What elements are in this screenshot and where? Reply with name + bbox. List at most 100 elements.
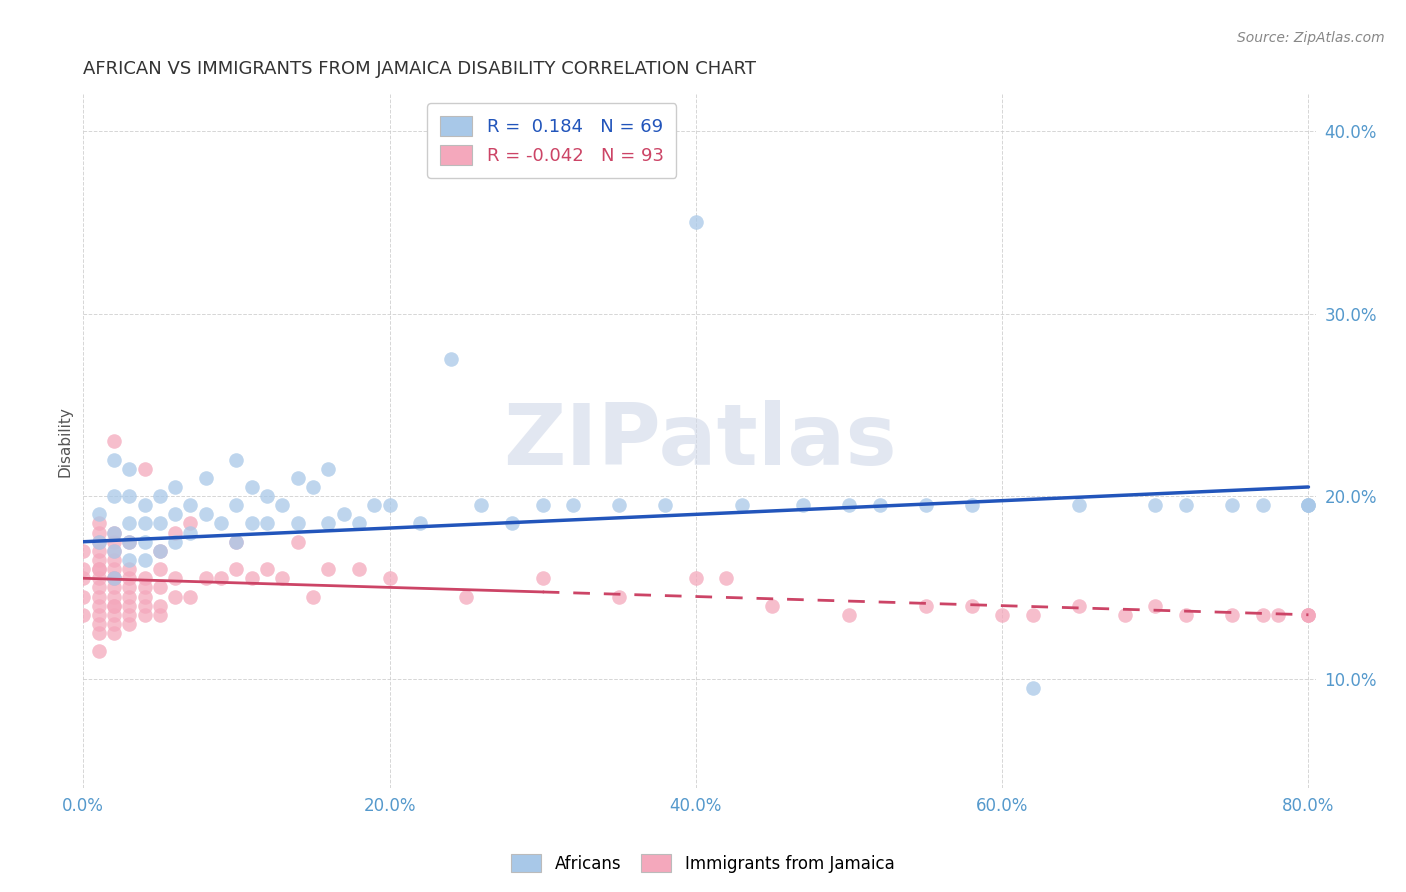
Point — [72, 571, 94, 585]
Text: AFRICAN VS IMMIGRANTS FROM JAMAICA DISABILITY CORRELATION CHART: AFRICAN VS IMMIGRANTS FROM JAMAICA DISAB… — [83, 60, 756, 78]
Point — [72, 607, 94, 622]
Point — [134, 599, 156, 613]
Point — [470, 498, 492, 512]
Point — [654, 498, 676, 512]
Point — [103, 607, 125, 622]
Point — [1298, 607, 1320, 622]
Point — [87, 599, 110, 613]
Point — [501, 516, 523, 531]
Point — [179, 525, 201, 540]
Point — [440, 352, 463, 367]
Point — [271, 498, 294, 512]
Point — [149, 489, 172, 503]
Point — [318, 516, 340, 531]
Point — [165, 571, 187, 585]
Point — [378, 571, 401, 585]
Point — [87, 607, 110, 622]
Text: Source: ZipAtlas.com: Source: ZipAtlas.com — [1237, 31, 1385, 45]
Point — [103, 534, 125, 549]
Point — [87, 616, 110, 631]
Point — [134, 498, 156, 512]
Point — [256, 562, 278, 576]
Point — [240, 571, 263, 585]
Point — [607, 498, 630, 512]
Legend: R =  0.184   N = 69, R = -0.042   N = 93: R = 0.184 N = 69, R = -0.042 N = 93 — [427, 103, 676, 178]
Point — [347, 516, 370, 531]
Point — [409, 516, 432, 531]
Point — [134, 516, 156, 531]
Point — [165, 525, 187, 540]
Point — [194, 508, 217, 522]
Point — [72, 590, 94, 604]
Point — [1298, 498, 1320, 512]
Point — [287, 516, 309, 531]
Point — [1298, 498, 1320, 512]
Point — [1022, 681, 1045, 695]
Point — [1114, 607, 1136, 622]
Point — [1251, 607, 1274, 622]
Point — [165, 534, 187, 549]
Point — [1251, 498, 1274, 512]
Point — [1174, 498, 1197, 512]
Point — [103, 434, 125, 449]
Point — [179, 498, 201, 512]
Point — [347, 562, 370, 576]
Point — [302, 590, 325, 604]
Point — [225, 498, 247, 512]
Point — [103, 571, 125, 585]
Point — [87, 562, 110, 576]
Point — [240, 480, 263, 494]
Point — [87, 644, 110, 658]
Point — [1067, 498, 1090, 512]
Point — [134, 461, 156, 475]
Point — [118, 607, 141, 622]
Point — [118, 553, 141, 567]
Point — [149, 516, 172, 531]
Point — [87, 562, 110, 576]
Point — [287, 471, 309, 485]
Point — [103, 489, 125, 503]
Point — [716, 571, 738, 585]
Point — [332, 508, 354, 522]
Point — [118, 489, 141, 503]
Point — [318, 461, 340, 475]
Point — [1144, 498, 1167, 512]
Point — [1220, 607, 1243, 622]
Point — [531, 498, 554, 512]
Point — [731, 498, 754, 512]
Point — [134, 571, 156, 585]
Point — [103, 599, 125, 613]
Point — [1298, 607, 1320, 622]
Point — [103, 452, 125, 467]
Point — [87, 571, 110, 585]
Point — [118, 461, 141, 475]
Point — [103, 553, 125, 567]
Point — [149, 544, 172, 558]
Point — [225, 534, 247, 549]
Point — [225, 452, 247, 467]
Point — [562, 498, 585, 512]
Point — [194, 571, 217, 585]
Point — [1298, 607, 1320, 622]
Point — [134, 590, 156, 604]
Point — [456, 590, 478, 604]
Y-axis label: Disability: Disability — [58, 406, 72, 476]
Point — [103, 581, 125, 595]
Point — [103, 544, 125, 558]
Point — [1174, 607, 1197, 622]
Point — [87, 534, 110, 549]
Point — [87, 516, 110, 531]
Point — [87, 553, 110, 567]
Point — [72, 562, 94, 576]
Point — [271, 571, 294, 585]
Point — [87, 590, 110, 604]
Point — [302, 480, 325, 494]
Point — [118, 516, 141, 531]
Point — [685, 215, 707, 229]
Point — [103, 599, 125, 613]
Point — [87, 581, 110, 595]
Point — [209, 571, 232, 585]
Point — [225, 534, 247, 549]
Point — [209, 516, 232, 531]
Point — [838, 498, 860, 512]
